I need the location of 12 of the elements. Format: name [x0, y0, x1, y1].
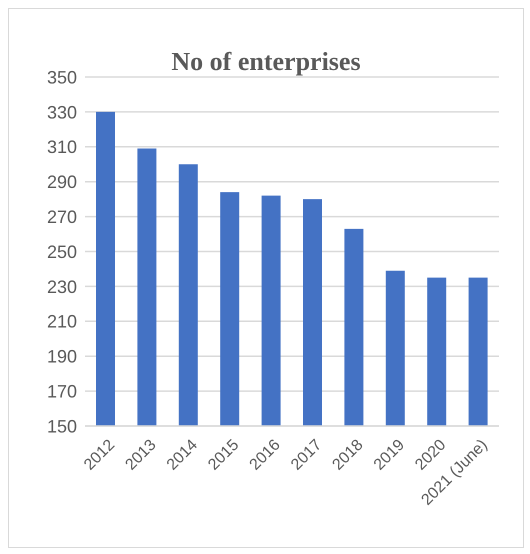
y-tick-label: 150 — [46, 416, 77, 436]
y-tick-label: 350 — [46, 67, 77, 88]
y-tick-label: 210 — [46, 312, 77, 332]
y-tick-label: 230 — [46, 276, 77, 297]
chart-title: No of enterprises — [171, 47, 361, 76]
y-tick-label: 310 — [46, 137, 77, 158]
y-tick-label: 290 — [46, 172, 77, 192]
y-tick-label: 190 — [46, 346, 77, 367]
y-tick-label: 250 — [46, 242, 77, 262]
y-tick-label: 330 — [46, 102, 77, 122]
y-tick-label: 270 — [46, 206, 77, 227]
y-tick-label: 170 — [46, 381, 77, 402]
